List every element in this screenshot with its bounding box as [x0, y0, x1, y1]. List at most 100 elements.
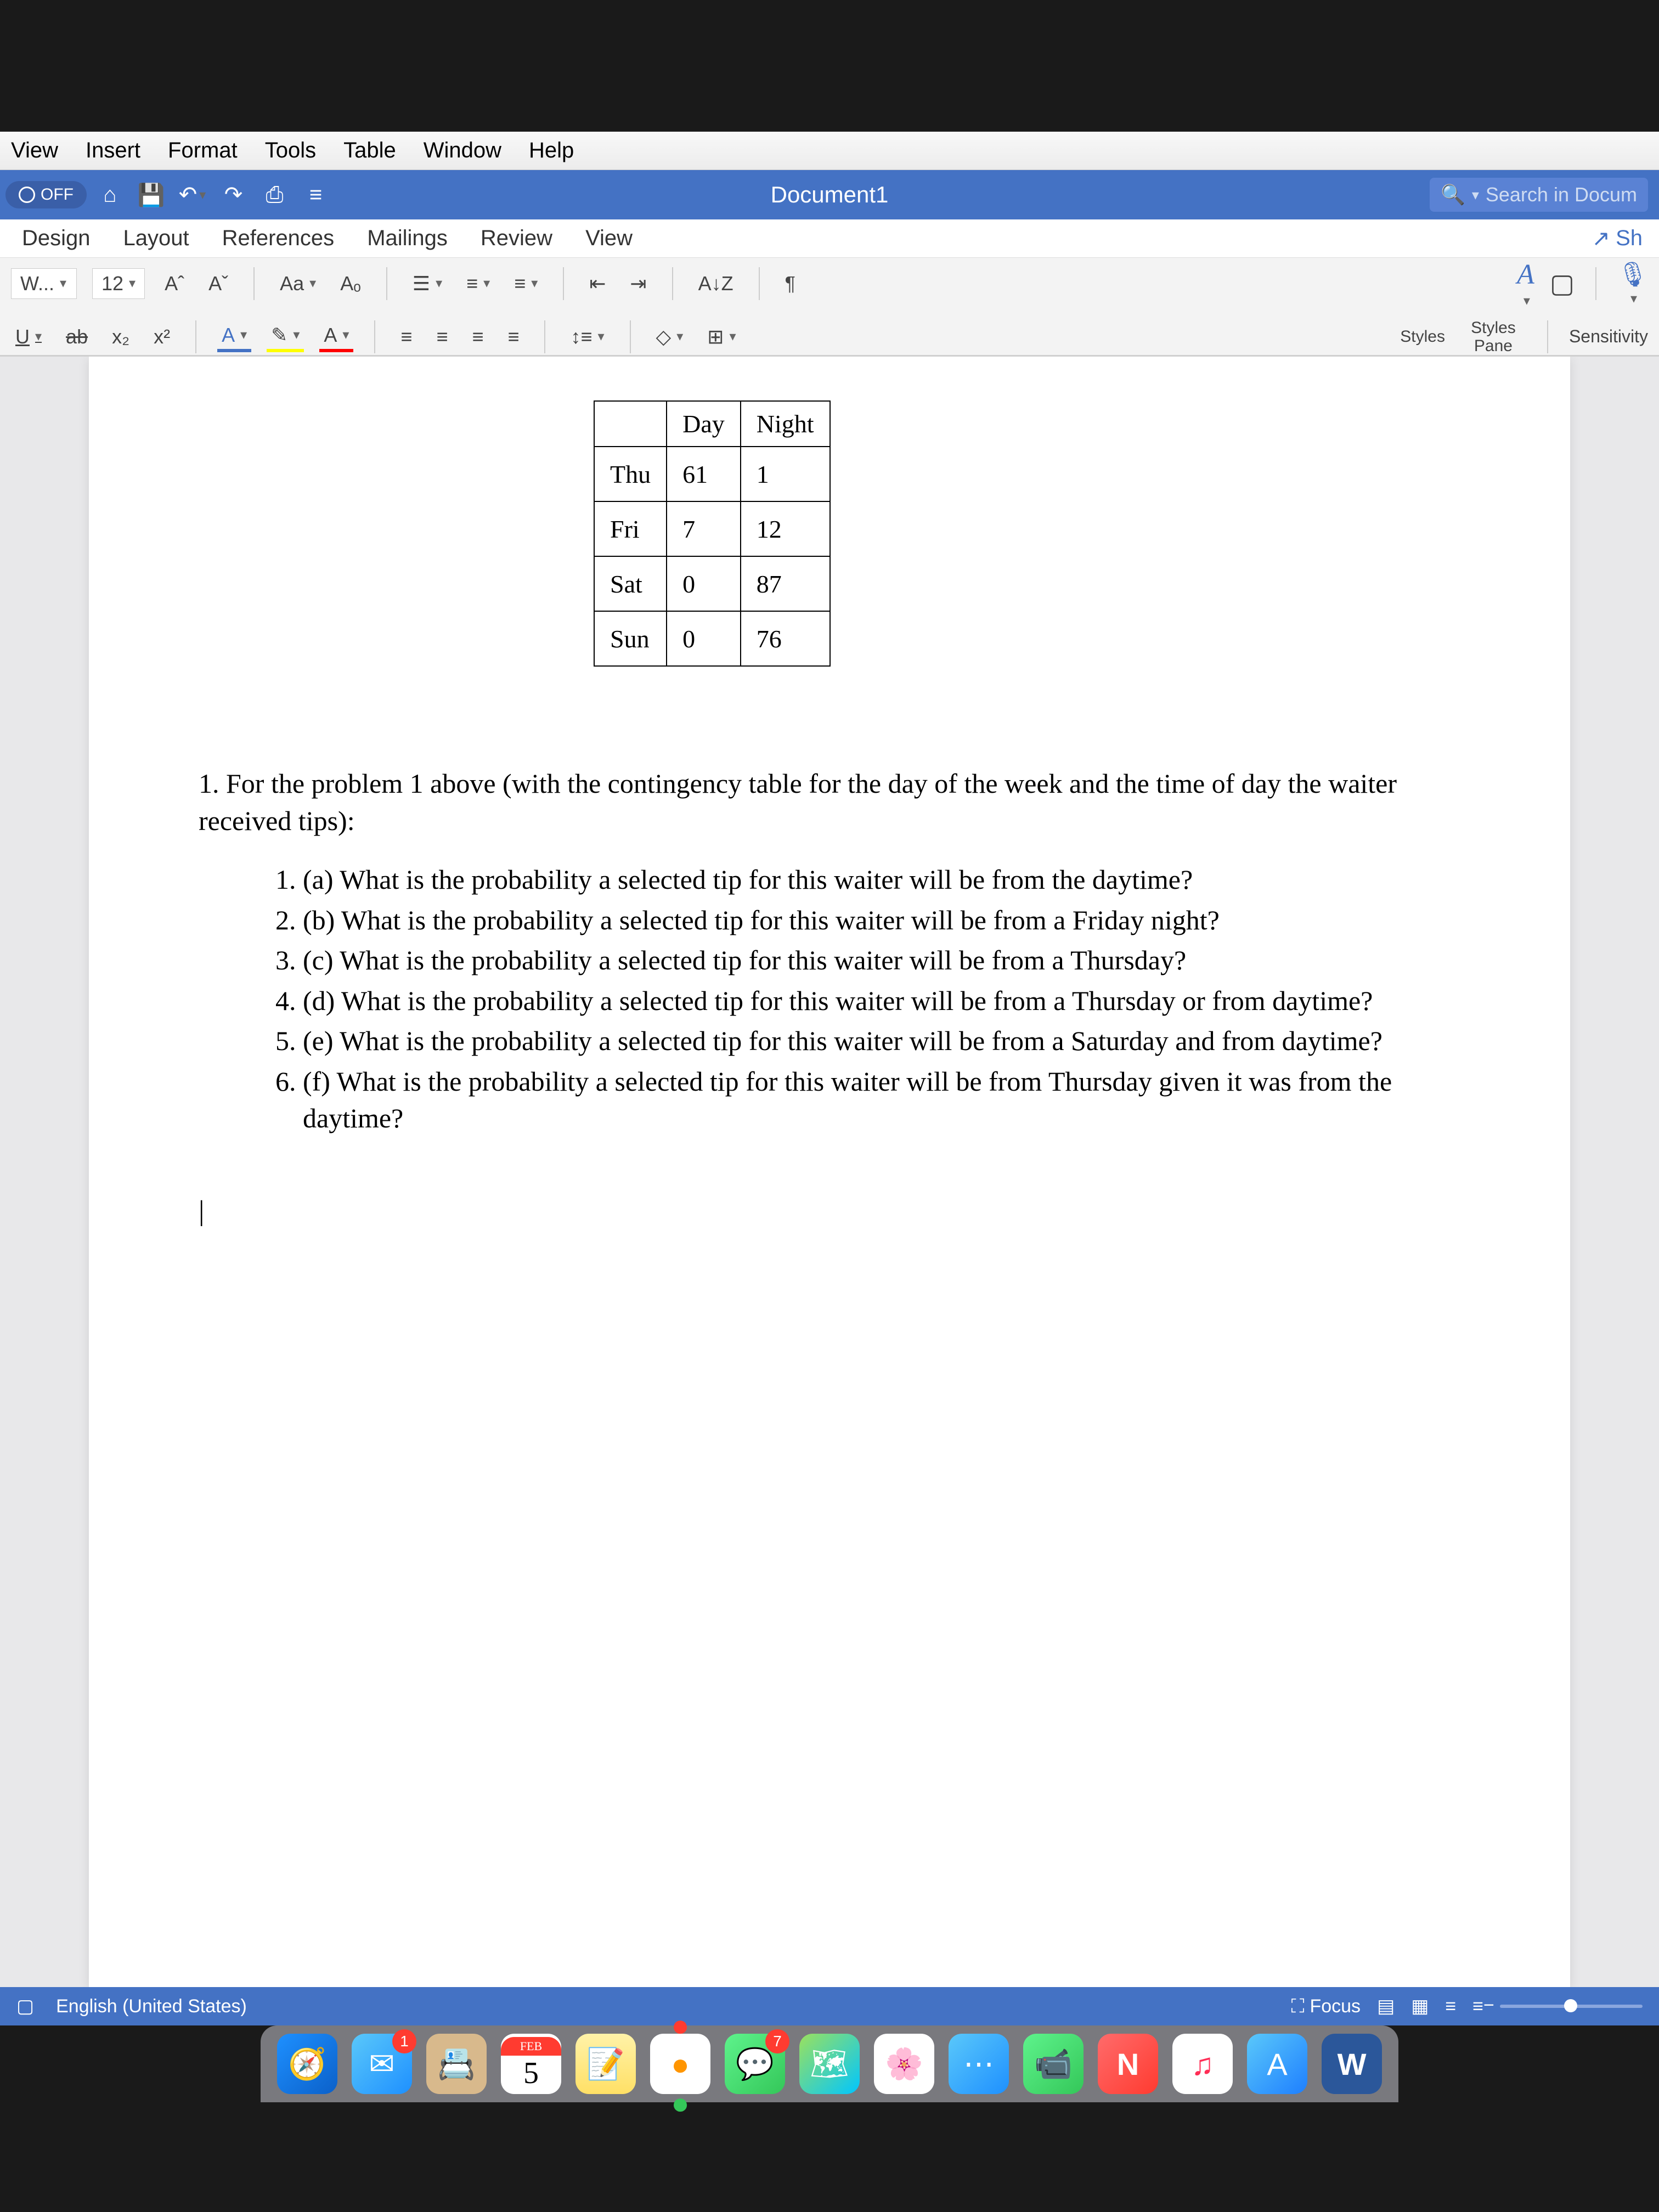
language-status[interactable]: English (United States) [56, 1996, 247, 2017]
dock-mail-icon[interactable]: ✉ 1 [352, 2034, 412, 2094]
redo-icon[interactable]: ↷ [221, 183, 246, 207]
table-cell: 12 [741, 501, 830, 556]
draft-view-icon[interactable]: ≡ [1472, 1996, 1483, 2017]
dock-messages-icon[interactable]: 💬 7 [725, 2034, 785, 2094]
bullets-button[interactable]: ☰ [408, 270, 447, 297]
dock-appstore-icon[interactable]: A [1247, 2034, 1307, 2094]
superscript-button[interactable]: x² [149, 323, 174, 351]
numbering-button[interactable]: ≡ [462, 270, 494, 297]
align-center-button[interactable]: ≡ [432, 323, 452, 351]
dock-word-icon[interactable]: W [1322, 2034, 1382, 2094]
increase-indent-button[interactable]: ⇥ [625, 270, 651, 297]
undo-icon[interactable]: ↶ [180, 183, 205, 207]
dock-maps-icon[interactable]: 🗺 [799, 2034, 860, 2094]
dock-calendar-icon[interactable]: FEB 5 [501, 2034, 561, 2094]
table-cell: 7 [667, 501, 741, 556]
dock-photos-icon[interactable]: 🌸 [874, 2034, 934, 2094]
align-justify-button[interactable]: ≡ [503, 323, 523, 351]
shrink-font-button[interactable]: Aˇ [204, 270, 233, 297]
align-left-button[interactable]: ≡ [396, 323, 416, 351]
outline-view-icon[interactable]: ≡ [1445, 1996, 1456, 2017]
tab-review[interactable]: Review [481, 226, 552, 251]
calendar-month: FEB [501, 2037, 561, 2056]
grow-font-button[interactable]: Aˆ [160, 270, 189, 297]
styles-pane-button[interactable]: ▢ [1550, 268, 1575, 299]
print-layout-view-icon[interactable]: ▤ [1377, 1995, 1395, 2017]
menu-help[interactable]: Help [529, 138, 574, 163]
menu-format[interactable]: Format [168, 138, 238, 163]
tab-mailings[interactable]: Mailings [367, 226, 448, 251]
multilevel-list-button[interactable]: ≡ [510, 270, 542, 297]
menu-tools[interactable]: Tools [265, 138, 316, 163]
dock-safari-icon[interactable]: 🧭 [277, 2034, 337, 2094]
word-titlebar: OFF ⌂ 💾 ↶ ↷ ⎙ ≡ Document1 🔍 ▾ Search in … [0, 170, 1659, 219]
home-icon[interactable]: ⌂ [98, 183, 122, 207]
tab-references[interactable]: References [222, 226, 335, 251]
borders-button[interactable]: ⊞ [703, 323, 740, 351]
accessibility-icon[interactable]: ▢ [16, 1995, 34, 2017]
zoom-slider[interactable] [1500, 2005, 1643, 2008]
dock-more-icon[interactable]: ⋯ [949, 2034, 1009, 2094]
show-pilcrow-button[interactable]: ¶ [781, 270, 800, 297]
menu-table[interactable]: Table [343, 138, 396, 163]
tab-layout[interactable]: Layout [123, 226, 189, 251]
dock-news-icon[interactable]: N [1098, 2034, 1158, 2094]
dock-container: 🧭 ✉ 1 📇 FEB 5 📝 ●●● 💬 7 🗺 🌸 ⋯ 📹 N ♫ A W [0, 2025, 1659, 2102]
save-icon[interactable]: 💾 [139, 183, 163, 207]
list-item: (b) What is the probability a selected t… [303, 902, 1460, 939]
quick-access-toolbar: ⌂ 💾 ↶ ↷ ⎙ ≡ [98, 183, 328, 207]
table-cell: 0 [667, 556, 741, 611]
dock-music-icon[interactable]: ♫ [1172, 2034, 1233, 2094]
list-item: (c) What is the probability a selected t… [303, 942, 1460, 979]
list-item: (e) What is the probability a selected t… [303, 1023, 1460, 1060]
autosave-toggle[interactable]: OFF [5, 181, 87, 208]
ribbon-tabs: Design Layout References Mailings Review… [0, 219, 1659, 258]
share-button[interactable]: ↗ Sh [1592, 226, 1643, 251]
line-spacing-button[interactable]: ↕≡ [566, 323, 608, 351]
dock: 🧭 ✉ 1 📇 FEB 5 📝 ●●● 💬 7 🗺 🌸 ⋯ 📹 N ♫ A W [261, 2025, 1398, 2102]
styles-gallery[interactable]: A [1517, 258, 1534, 309]
text-effects-button[interactable]: A [319, 321, 353, 352]
dock-contacts-icon[interactable]: 📇 [426, 2034, 487, 2094]
customize-qat-icon[interactable]: ≡ [303, 183, 328, 207]
font-color-button[interactable]: A [217, 321, 251, 352]
styles-label: Styles [1400, 328, 1445, 346]
search-caret-icon: ▾ [1472, 187, 1479, 204]
styles-pane-label: Styles Pane [1460, 319, 1526, 355]
sensitivity-label[interactable]: Sensitivity [1569, 326, 1648, 347]
share-icon: ↗ [1592, 226, 1611, 251]
dock-facetime-icon[interactable]: 📹 [1023, 2034, 1084, 2094]
clear-format-button[interactable]: Aₒ [336, 270, 365, 297]
menu-window[interactable]: Window [424, 138, 501, 163]
sort-button[interactable]: A↓Z [694, 270, 738, 297]
statusbar: ▢ English (United States) ⛶ Focus ▤ ▦ ≡ … [0, 1987, 1659, 2025]
print-icon[interactable]: ⎙ [262, 183, 287, 207]
tab-design[interactable]: Design [22, 226, 91, 251]
tab-view[interactable]: View [585, 226, 633, 251]
font-family-select[interactable]: W... [11, 268, 77, 299]
menu-insert[interactable]: Insert [86, 138, 140, 163]
table-header-row: Day Night [594, 401, 830, 447]
dock-reminders-icon[interactable]: ●●● [650, 2034, 710, 2094]
subscript-button[interactable]: x₂ [108, 323, 134, 351]
dictate-icon: 🎙 [1617, 260, 1648, 289]
focus-mode-button[interactable]: ⛶ Focus [1291, 1996, 1361, 2017]
decrease-indent-button[interactable]: ⇤ [585, 270, 610, 297]
dock-notes-icon[interactable]: 📝 [575, 2034, 636, 2094]
font-size-select[interactable]: 12 [92, 268, 145, 299]
search-box[interactable]: 🔍 ▾ Search in Docum [1430, 178, 1648, 212]
strikethrough-button[interactable]: ab [61, 323, 92, 351]
menu-view[interactable]: View [11, 138, 58, 163]
underline-button[interactable]: U [11, 323, 46, 351]
document-title: Document1 [771, 182, 889, 208]
table-row: Thu 61 1 [594, 447, 830, 501]
change-case-button[interactable]: Aa [275, 270, 320, 297]
search-icon: 🔍 [1441, 183, 1465, 206]
align-right-button[interactable]: ≡ [467, 323, 488, 351]
document-page[interactable]: Day Night Thu 61 1 Fri 7 12 Sat 0 87 [89, 357, 1570, 1987]
highlight-button[interactable]: ✎ [267, 321, 304, 352]
web-layout-view-icon[interactable]: ▦ [1411, 1995, 1429, 2017]
laptop-screen: View Insert Format Tools Table Window He… [0, 132, 1659, 2025]
shading-button[interactable]: ◇ [652, 323, 688, 351]
dictate-button[interactable]: 🎙 [1617, 260, 1648, 307]
